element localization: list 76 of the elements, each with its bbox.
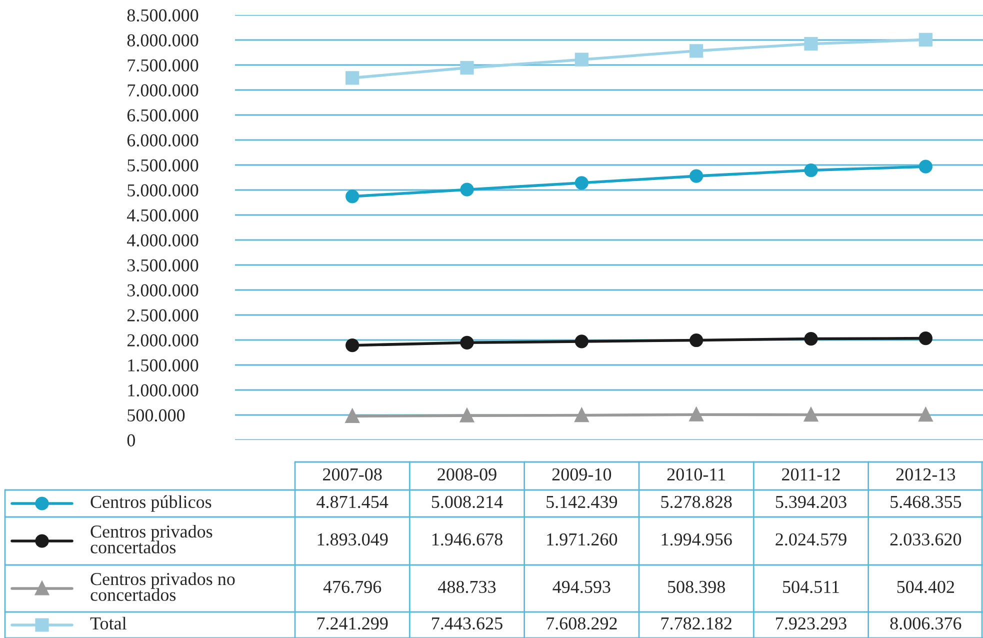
legend-label: Centros privados no concertados — [90, 572, 235, 601]
data-label: 504.402 — [897, 580, 954, 594]
y-tick-label: 4.000.000 — [127, 234, 198, 247]
y-tick-label: 7.500.000 — [128, 59, 198, 72]
x-tick-label: 2010-11 — [667, 468, 725, 481]
y-tick-label: 5.000.000 — [128, 184, 198, 197]
point — [918, 160, 932, 174]
point — [346, 190, 360, 204]
data-label: 5.008.214 — [432, 496, 503, 508]
point — [460, 61, 474, 75]
y-tick-label: 500.000 — [128, 409, 185, 422]
data-label: 5.394.203 — [776, 496, 846, 508]
point — [460, 336, 474, 350]
point — [690, 169, 704, 183]
data-label: 508.398 — [668, 580, 725, 594]
point — [804, 332, 818, 346]
y-tick-label: 6.500.000 — [127, 109, 198, 122]
point — [690, 44, 704, 58]
y-tick-label: 8.500.000 — [127, 9, 198, 22]
data-label: 7.923.293 — [776, 617, 846, 630]
point — [346, 338, 360, 352]
point — [460, 408, 474, 422]
point — [460, 182, 474, 196]
data-label: 5.468.355 — [890, 496, 962, 508]
data-label: 1.994.956 — [662, 533, 732, 546]
x-tick-label: 2011-12 — [782, 468, 840, 481]
point — [918, 408, 932, 422]
y-tick-label: 2.000.000 — [127, 334, 198, 347]
data-label: 1.946.678 — [432, 533, 502, 546]
point — [346, 409, 360, 423]
data-label: 2.024.579 — [776, 533, 846, 546]
data-label: 7.241.299 — [317, 617, 388, 630]
point — [918, 332, 932, 346]
data-label: 1.971.260 — [547, 533, 618, 546]
data-label: 504.511 — [783, 580, 839, 594]
data-label: 476.796 — [323, 580, 382, 594]
y-tick-label: 0 — [127, 434, 135, 446]
y-tick-label: 5.500.000 — [128, 159, 198, 172]
y-tick-label: 1.000.000 — [128, 384, 198, 397]
point — [918, 32, 932, 46]
data-label: 5.142.439 — [546, 496, 618, 508]
data-label: 494.593 — [552, 580, 610, 594]
data-label: 4.871.454 — [316, 496, 388, 508]
y-tick-label: 4.500.000 — [127, 209, 198, 222]
data-label: 2.033.620 — [890, 533, 962, 546]
data-label: 7.608.292 — [546, 617, 617, 630]
data-label: 7.443.625 — [432, 617, 502, 630]
legend-label: Centros privados concertados — [90, 524, 212, 554]
y-tick-label: 3.000.000 — [128, 284, 198, 297]
data-label: 8.006.376 — [890, 617, 962, 630]
point — [804, 37, 818, 51]
data-label: 5.278.828 — [661, 496, 732, 508]
point — [804, 408, 818, 422]
point — [690, 333, 704, 348]
y-tick-label: 7.000.000 — [128, 84, 198, 97]
point — [574, 176, 588, 190]
data-label: 1.893.049 — [318, 533, 388, 546]
point — [574, 334, 588, 348]
y-tick-label: 8.000.000 — [127, 34, 198, 47]
legend-label: Centros públicos — [90, 495, 212, 512]
x-tick-label: 2009-10 — [552, 468, 612, 481]
point — [690, 408, 704, 422]
x-tick-label: 2008-09 — [438, 468, 496, 481]
point — [346, 71, 360, 85]
y-tick-label: 1.500.000 — [128, 359, 198, 372]
legend-label: Total — [90, 616, 126, 630]
x-tick-label: 2012-13 — [896, 468, 956, 481]
data-label: 7.782.182 — [661, 617, 732, 630]
x-tick-label: 2007-08 — [323, 468, 382, 481]
y-tick-label: 6.000.000 — [127, 134, 198, 147]
data-label: 488.733 — [438, 580, 496, 594]
y-tick-label: 2.500.000 — [127, 309, 198, 322]
point — [574, 52, 588, 66]
y-tick-label: 3.500.000 — [128, 259, 198, 272]
point — [804, 163, 818, 178]
point — [574, 408, 588, 422]
